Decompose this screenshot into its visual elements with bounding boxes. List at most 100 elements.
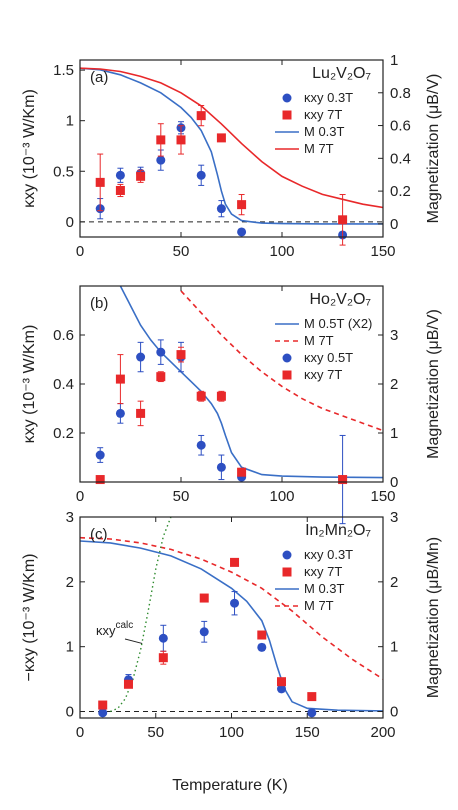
x-axis-label: Temperature (K) [172, 777, 288, 794]
y-axis-label: κxy (10⁻³ W/Km) [21, 89, 38, 208]
data-point [276, 677, 286, 687]
data-point [257, 630, 267, 640]
panel-title: Ho₂V₂O₇ [310, 291, 372, 308]
data-point [156, 135, 166, 145]
y-axis-label: −κxy (10⁻³ W/Km) [21, 553, 38, 681]
legend-label: M 7T [304, 333, 334, 348]
y2-tick-label: 1 [390, 639, 398, 656]
legend-entry: M 7T [275, 333, 334, 348]
data-point [136, 352, 146, 362]
y-tick-label: 1.5 [53, 62, 74, 79]
y2-axis-label: Magnetization (μB/V) [425, 74, 442, 224]
series-points--xy-7t [95, 105, 348, 246]
x-tick-label: 200 [370, 724, 395, 741]
data-point [115, 170, 125, 180]
annotation-label: κxycalc [96, 620, 133, 638]
x-tick-label: 50 [173, 488, 190, 505]
x-tick-label: 50 [147, 724, 164, 741]
x-tick-label: 0 [76, 488, 84, 505]
data-point [276, 684, 286, 694]
y-tick-label: 0.4 [53, 376, 74, 393]
data-point [230, 598, 240, 608]
legend-entry: κxy 7T [282, 564, 342, 579]
plot-frame [79, 59, 384, 238]
y2-tick-label: 0.8 [390, 85, 411, 102]
data-point [237, 467, 247, 477]
legend-label: κxy 0.3T [304, 90, 353, 105]
data-point [115, 408, 125, 418]
data-point [216, 133, 226, 143]
data-point [237, 200, 247, 210]
y2-tick-label: 2 [390, 376, 398, 393]
x-tick-label: 150 [370, 243, 395, 260]
legend-label: κxy 0.5T [304, 350, 353, 365]
legend-marker [282, 93, 292, 103]
data-point [216, 204, 226, 214]
legend-label: κxy 0.3T [304, 547, 353, 562]
data-point [123, 679, 133, 689]
legend-entry: κxy 0.3T [282, 90, 353, 105]
y2-axis-label: Magnetization (μB/V) [425, 309, 442, 459]
data-point [237, 227, 247, 237]
x-tick-label: 0 [76, 243, 84, 260]
legend-marker [282, 550, 292, 560]
data-point [216, 391, 226, 401]
y-axis-label: κxy (10⁻³ W/Km) [21, 325, 38, 444]
y2-tick-label: 1 [390, 425, 398, 442]
legend-marker [282, 353, 292, 363]
data-point [199, 627, 209, 637]
series-points--xy-0-3t [98, 591, 317, 718]
panel-3: 0 50 100 150 200 0 1 2 3 0 1 2 3 −κxy (10⁻³ W/Km) Magn… [21, 509, 442, 741]
legend-entry: κxy 7T [282, 107, 342, 122]
data-point [196, 391, 206, 401]
legend-entry: M 0.5T (X2) [275, 316, 372, 331]
y-tick-label: 0 [66, 704, 74, 721]
data-point [216, 462, 226, 472]
series-line-m-0-5t-x2- [119, 286, 383, 479]
y2-tick-label: 0.4 [390, 150, 411, 167]
y2-tick-label: 0 [390, 704, 398, 721]
panel-label: (b) [90, 295, 108, 312]
data-point [95, 450, 105, 460]
data-point [95, 177, 105, 187]
data-point [196, 440, 206, 450]
y-tick-label: 3 [66, 509, 74, 526]
series-line-m-0-3t [80, 540, 383, 712]
y-tick-label: 1 [66, 113, 74, 130]
y2-tick-label: 3 [390, 509, 398, 526]
panel-label: (a) [90, 69, 108, 86]
legend-label: M 0.3T [304, 581, 345, 596]
data-point [199, 593, 209, 603]
data-point [158, 633, 168, 643]
legend-label: κxy 7T [304, 367, 342, 382]
y-tick-label: 2 [66, 574, 74, 591]
legend-marker [282, 370, 292, 380]
data-point [257, 642, 267, 652]
y2-axis-label: Magnetization (μB/Mn) [425, 537, 442, 698]
data-point [115, 185, 125, 195]
data-point [307, 708, 317, 718]
x-tick-label: 100 [269, 243, 294, 260]
panel-title: In₂Mn₂O₇ [305, 522, 371, 539]
y2-tick-label: 0 [390, 474, 398, 491]
legend-entry: M 7T [275, 598, 334, 613]
data-point [158, 653, 168, 663]
data-point [176, 350, 186, 360]
y2-tick-label: 0.2 [390, 183, 411, 200]
legend-label: M 7T [304, 598, 334, 613]
series-points--xy-7t [95, 346, 348, 485]
data-point [196, 111, 206, 121]
x-tick-label: 150 [370, 488, 395, 505]
data-point [307, 692, 317, 702]
data-point [156, 155, 166, 165]
x-tick-label: 100 [219, 724, 244, 741]
legend-entry: M 0.3T [275, 124, 345, 139]
data-point [196, 170, 206, 180]
legend-label: κxy 7T [304, 107, 342, 122]
data-point [156, 372, 166, 382]
legend-entry: κxy 0.3T [282, 547, 353, 562]
series-points--xy-7t [98, 557, 317, 710]
annotation-arrow [124, 638, 143, 644]
y2-tick-label: 0.6 [390, 118, 411, 135]
